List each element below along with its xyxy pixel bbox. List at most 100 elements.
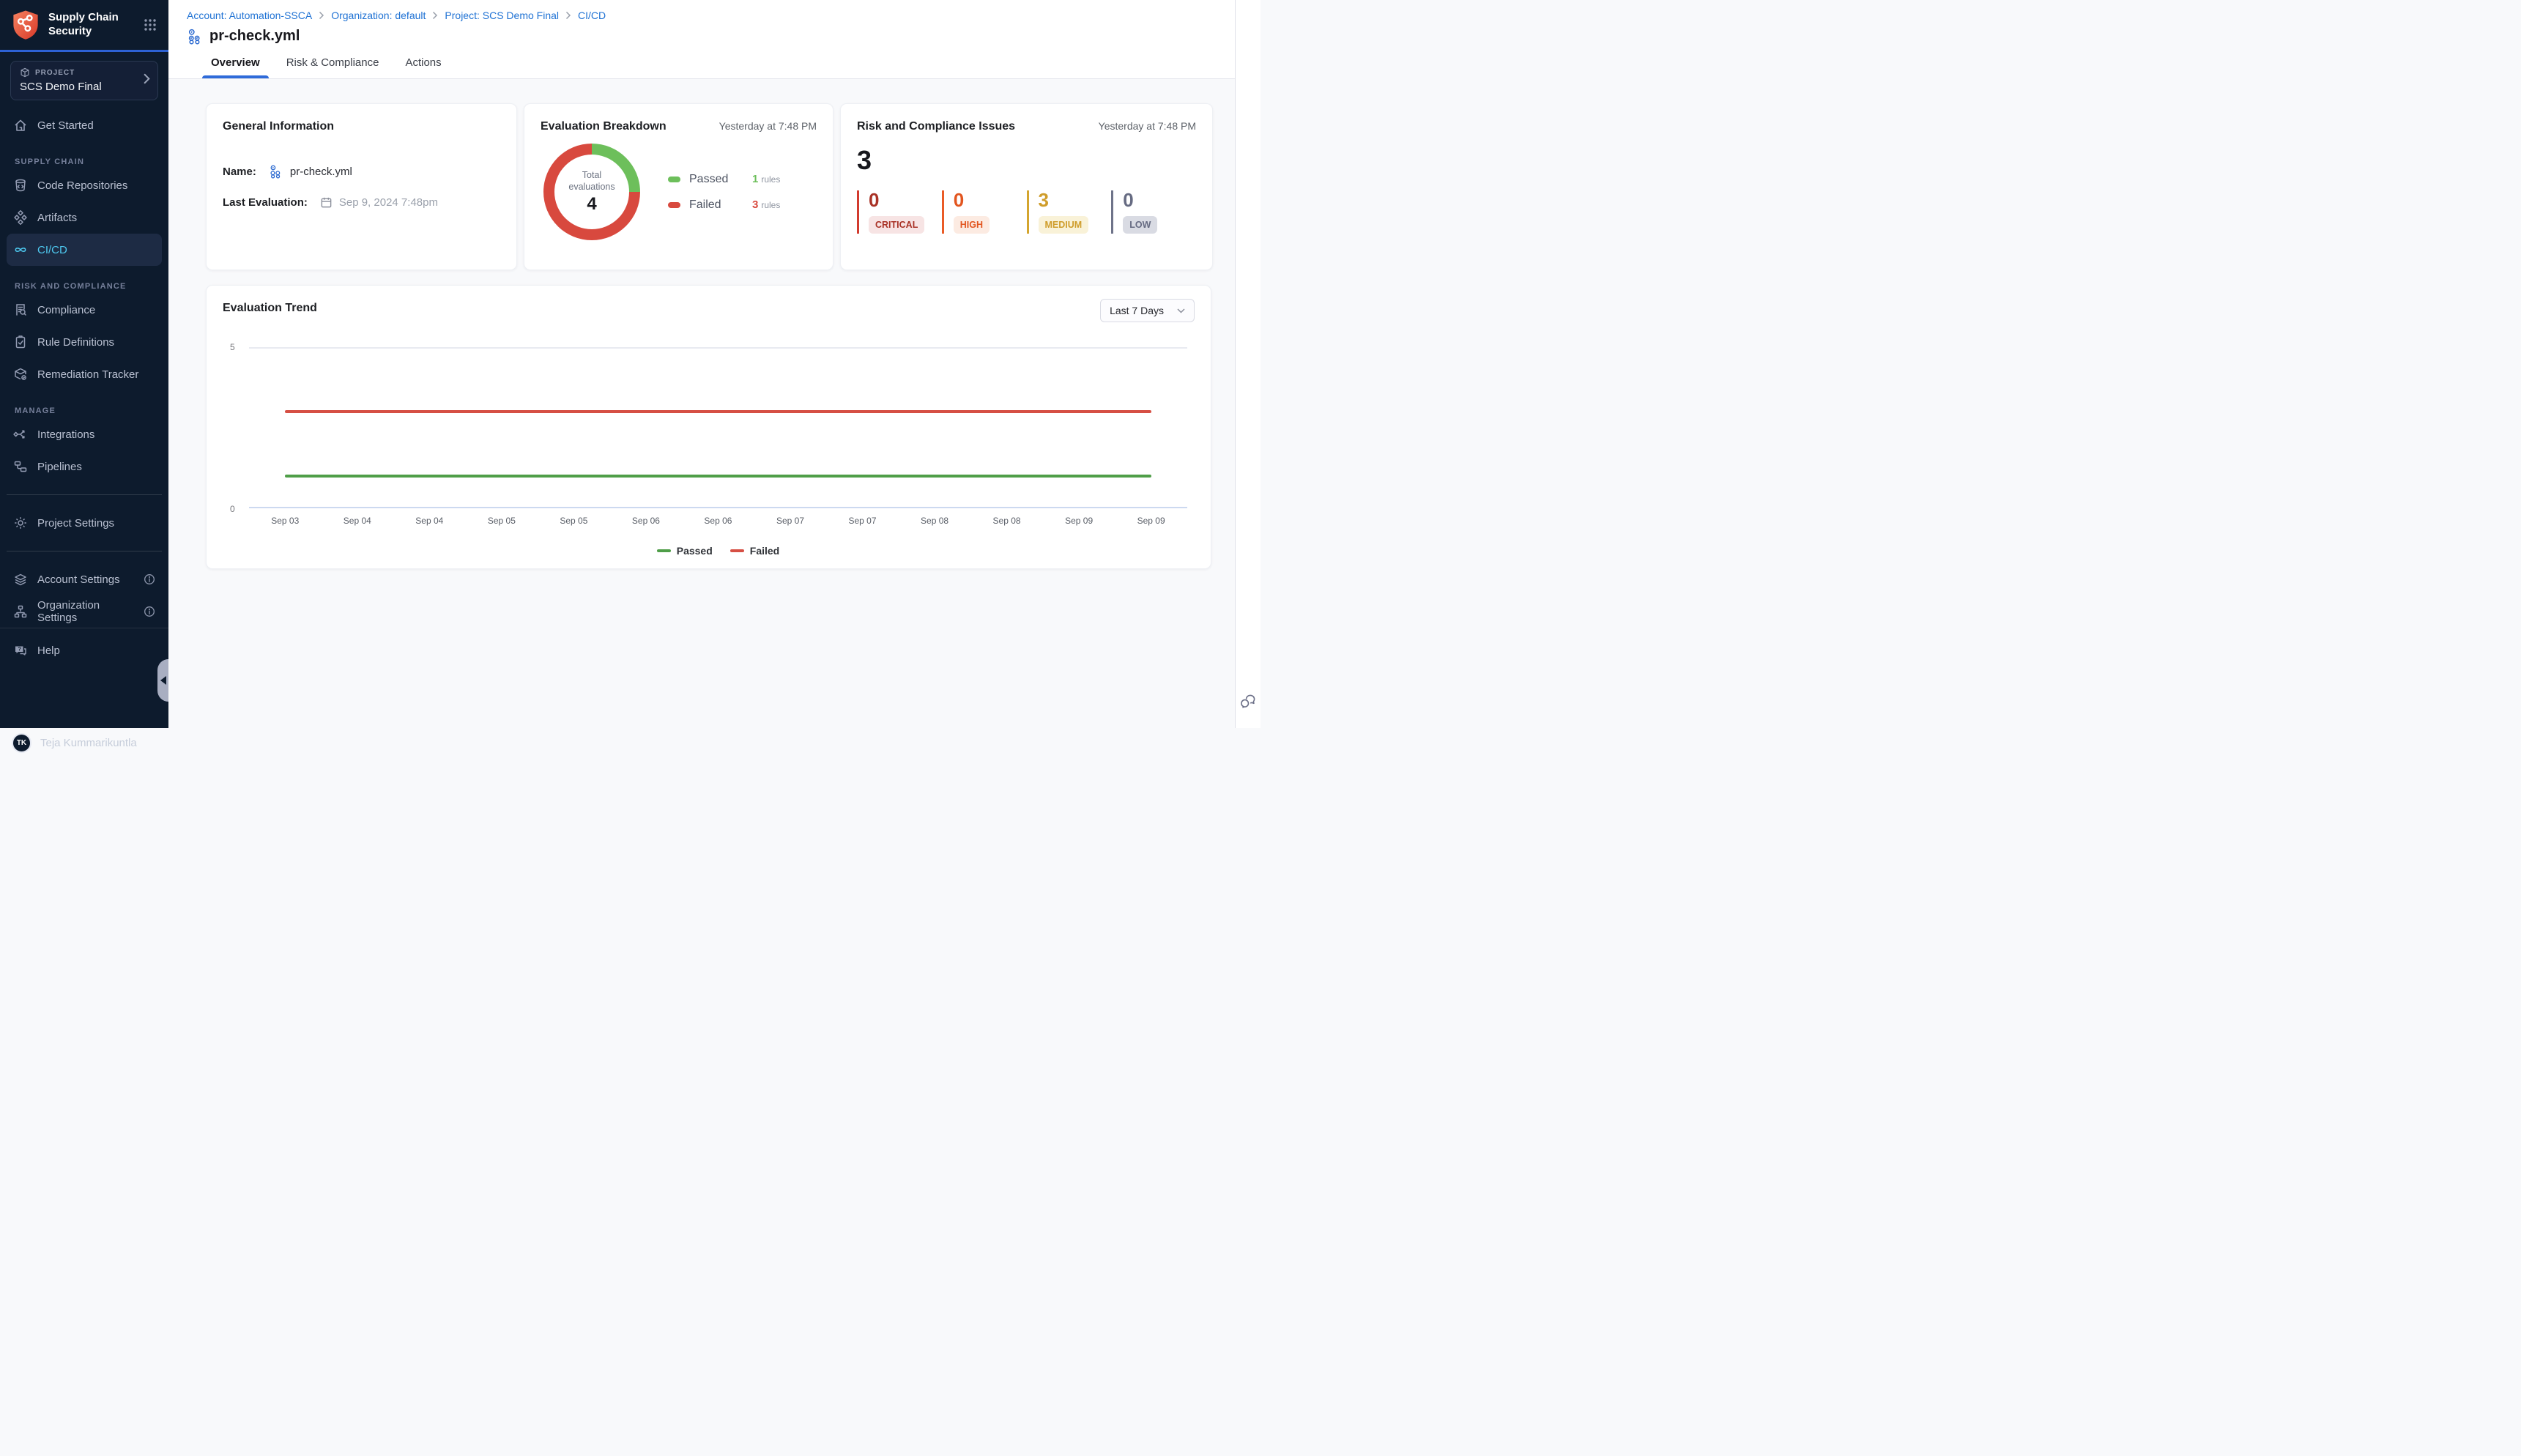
last-evaluation-value: Sep 9, 2024 7:48pm [338,196,438,209]
general-information-card: General Information Name: pr-check.yml [206,103,517,270]
app-root: Supply Chain Security PROJECT SCS Demo F… [0,0,1260,753]
legend-label: Failed [689,198,721,211]
trend-line-failed [285,410,1151,413]
sidebar-item-get-started[interactable]: Get Started [0,109,168,141]
trend-x-labels: Sep 03 Sep 04 Sep 04 Sep 05 Sep 05 Sep 06 Sep … [249,516,1187,526]
breadcrumb-project[interactable]: Project: SCS Demo Final [445,10,560,21]
compliance-icon [13,302,28,317]
sidebar-item-artifacts[interactable]: Artifacts [0,201,168,234]
breadcrumb-organization[interactable]: Organization: default [331,10,426,21]
sidebar-item-label: Get Started [37,119,94,132]
divider [7,494,162,495]
tabs: Overview Risk & Compliance Actions [202,56,1235,78]
project-label: PROJECT [35,68,75,77]
breakdown-legend-item: Failed 3 rules [668,198,780,212]
date-range-select[interactable]: Last 7 Days [1100,299,1195,322]
x-axis-label: Sep 06 [704,516,732,526]
card-title: Risk and Compliance Issues [857,120,1016,133]
sidebar-item-cicd[interactable]: CI/CD [7,234,162,266]
user-menu[interactable]: TK Teja Kummarikuntla [0,727,168,759]
sidebar-item-label: Compliance [37,303,96,316]
sidebar-item-project-settings[interactable]: Project Settings [0,507,168,539]
severity-badge: LOW [1123,216,1158,234]
chevron-right-icon [565,11,571,20]
app-grid-icon[interactable] [144,18,157,31]
integrations-icon [13,427,28,442]
x-axis-label: Sep 08 [921,516,949,526]
severity-count: 0 [1123,189,1134,211]
sidebar-item-compliance[interactable]: Compliance [0,294,168,326]
trend-legend-item: Failed [729,545,780,557]
severity-item: 0 CRITICAL [857,190,942,234]
section-heading-supply-chain: SUPPLY CHAIN [15,157,85,166]
info-icon[interactable] [144,573,155,585]
infinity-icon [13,242,28,257]
severity-row: 0 CRITICAL 0 HIGH 3 MEDIUM 0 [857,190,1196,234]
name-label: Name: [223,165,256,178]
donut-center: Total evaluations 4 [543,144,640,240]
sidebar-item-code-repositories[interactable]: Code Repositories [0,169,168,201]
brand: Supply Chain Security [0,0,168,52]
sidebar-collapse-handle[interactable] [157,659,168,702]
code-repository-icon [13,178,28,193]
x-axis-label: Sep 07 [848,516,877,526]
donut-center-label: Total evaluations [568,169,615,192]
sidebar-item-label: Artifacts [37,211,78,224]
sidebar-item-organization-settings[interactable]: Organization Settings [0,595,168,628]
tab-actions[interactable]: Actions [405,56,442,69]
gear-icon [13,516,28,530]
chevron-right-icon [432,11,438,20]
sidebar-item-label: Integrations [37,428,95,441]
y-axis-tick-max: 5 [230,342,235,352]
breadcrumb-account[interactable]: Account: Automation-SSCA [187,10,313,21]
evaluation-trend-card: Evaluation Trend Last 7 Days 5 0 [206,285,1211,569]
failed-legend-swatch [729,549,744,553]
right-rail [1235,0,1260,728]
x-axis-label: Sep 07 [776,516,804,526]
legend-label: Passed [689,172,729,185]
main-area: Account: Automation-SSCA Organization: d… [168,0,1235,728]
sidebar-item-integrations[interactable]: Integrations [0,418,168,450]
chevron-down-icon [1177,308,1185,313]
sidebar-item-label: Code Repositories [37,179,128,192]
remediation-tracker-icon [13,367,28,382]
calendar-icon [320,196,333,209]
trend-legend-item: Passed [656,545,713,557]
chevron-right-icon [319,11,324,20]
card-title: General Information [223,120,335,133]
sidebar: Supply Chain Security PROJECT SCS Demo F… [0,0,168,753]
x-axis-label: Sep 04 [343,516,371,526]
last-evaluation-label: Last Evaluation: [223,196,308,209]
name-row: Name: pr-check.yml [223,164,500,179]
tab-risk-compliance[interactable]: Risk & Compliance [286,56,379,69]
artifacts-icon [13,210,28,225]
y-axis-tick-min: 0 [230,504,235,514]
name-value: pr-check.yml [289,165,352,178]
x-axis-label: Sep 09 [1065,516,1094,526]
sidebar-item-pipelines[interactable]: Pipelines [0,450,168,483]
sidebar-item-account-settings[interactable]: Account Settings [0,563,168,595]
card-timestamp: Yesterday at 7:48 PM [719,120,817,132]
legend-label: Failed [749,545,780,557]
sidebar-item-remediation-tracker[interactable]: Remediation Tracker [0,358,168,390]
sidebar-item-label: Pipelines [37,460,82,473]
chat-support-icon[interactable] [1240,694,1257,709]
page-title: pr-check.yml [209,28,300,44]
trend-line-passed [285,475,1151,478]
x-axis-label: Sep 08 [992,516,1021,526]
sidebar-item-label: Remediation Tracker [37,368,139,381]
card-title: Evaluation Trend [223,302,317,314]
sidebar-item-help[interactable]: ? Help [0,634,168,666]
project-selector[interactable]: PROJECT SCS Demo Final [10,61,158,100]
chevron-right-icon [144,73,150,88]
legend-count: 3 [752,198,759,211]
breadcrumb-cicd[interactable]: CI/CD [578,10,606,21]
gridline [249,347,1187,349]
legend-unit: rules [761,199,781,210]
severity-count: 0 [953,189,965,211]
trend-legend: Passed Failed [249,545,1187,557]
sidebar-item-rule-definitions[interactable]: Rule Definitions [0,326,168,358]
tab-overview[interactable]: Overview [202,56,269,78]
info-icon[interactable] [144,606,155,617]
svg-text:?: ? [18,646,21,653]
